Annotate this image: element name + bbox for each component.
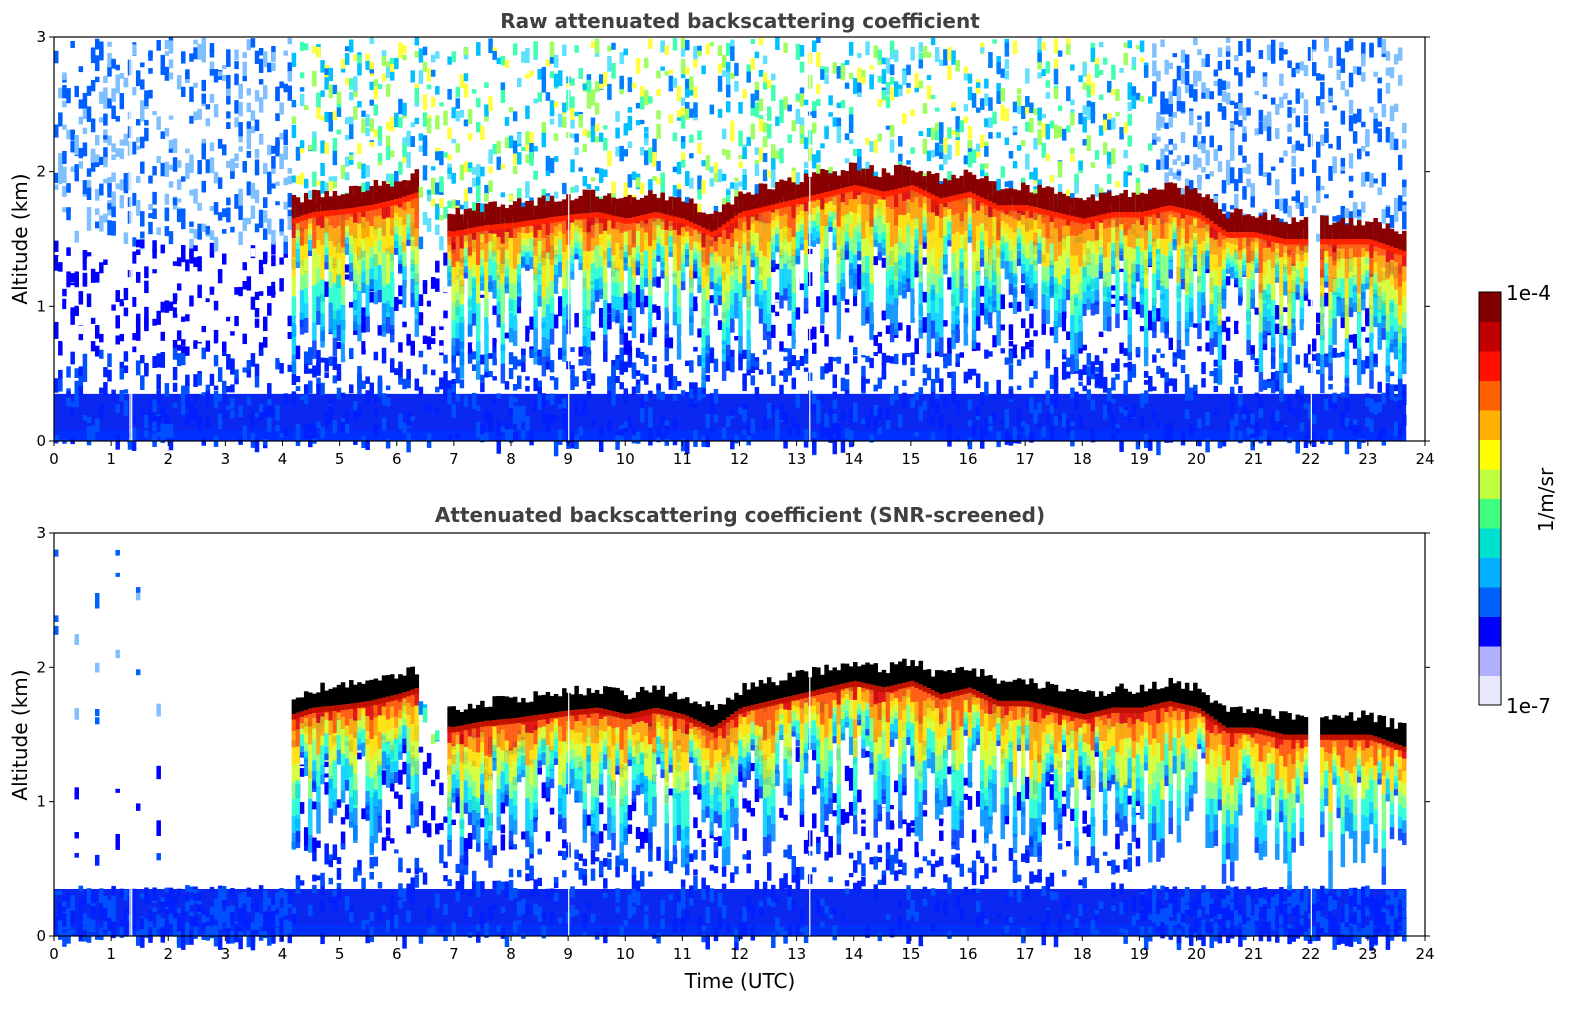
- x-tick-label: 22: [1301, 450, 1320, 468]
- x-tick-label: 24: [1415, 450, 1434, 468]
- x-tick-label: 5: [335, 945, 345, 963]
- colorbar-segment: [1479, 410, 1501, 440]
- y-axis-label: Altitude (km): [8, 173, 32, 304]
- colorbar-unit-label: 1/m/sr: [1534, 467, 1558, 532]
- x-tick-label: 7: [449, 945, 459, 963]
- x-tick-label: 19: [1130, 945, 1149, 963]
- y-tick-label: 0: [36, 927, 46, 945]
- x-tick-label: 17: [1016, 450, 1035, 468]
- x-tick-label: 5: [335, 450, 345, 468]
- x-tick-label: 3: [221, 450, 231, 468]
- x-axis-label: Time (UTC): [684, 969, 796, 993]
- colorbar-segment: [1479, 351, 1501, 381]
- panel-title-raw: Raw attenuated backscattering coefficien…: [500, 9, 980, 33]
- x-tick-label: 15: [901, 945, 920, 963]
- x-tick-label: 19: [1130, 450, 1149, 468]
- x-tick-label: 23: [1358, 945, 1377, 963]
- panel-raw: Raw attenuated backscattering coefficien…: [8, 9, 1435, 468]
- x-tick-label: 12: [730, 450, 749, 468]
- x-tick-label: 9: [563, 450, 573, 468]
- x-tick-label: 7: [449, 450, 459, 468]
- x-tick-label: 18: [1073, 945, 1092, 963]
- x-tick-label: 18: [1073, 450, 1092, 468]
- x-tick-label: 16: [958, 945, 977, 963]
- colorbar-segment: [1479, 439, 1501, 470]
- colorbar-min-label: 1e-7: [1506, 694, 1551, 718]
- colorbar-segment: [1479, 587, 1501, 617]
- x-tick-label: 4: [278, 945, 288, 963]
- colorbar-segment: [1479, 557, 1501, 588]
- x-tick-label: 13: [787, 945, 806, 963]
- x-tick-label: 1: [106, 945, 116, 963]
- x-tick-label: 9: [563, 945, 573, 963]
- x-tick-label: 22: [1301, 945, 1320, 963]
- x-tick-label: 11: [673, 945, 692, 963]
- colorbar-segment: [1479, 380, 1501, 411]
- y-tick-label: 3: [36, 28, 46, 46]
- x-tick-label: 8: [506, 450, 516, 468]
- colorbar-segment: [1479, 616, 1501, 647]
- x-tick-label: 3: [221, 945, 231, 963]
- x-tick-label: 10: [616, 450, 635, 468]
- colorbar-segment: [1479, 528, 1501, 558]
- x-tick-label: 4: [278, 450, 288, 468]
- x-tick-label: 1: [106, 450, 116, 468]
- y-axis-ticks: 0 1 2 3: [36, 28, 1430, 450]
- x-tick-label: 20: [1187, 450, 1206, 468]
- x-tick-label: 16: [958, 450, 977, 468]
- x-tick-label: 10: [616, 945, 635, 963]
- colorbar-segment: [1479, 292, 1501, 322]
- colorbar-frame: [1478, 291, 1502, 706]
- x-tick-label: 23: [1358, 450, 1377, 468]
- colorbar-segment: [1479, 321, 1501, 352]
- x-tick-label: 21: [1244, 450, 1263, 468]
- y-tick-label: 2: [36, 163, 46, 181]
- x-tick-label: 8: [506, 945, 516, 963]
- x-tick-label: 17: [1016, 945, 1035, 963]
- y-tick-label: 1: [36, 793, 46, 811]
- x-tick-label: 21: [1244, 945, 1263, 963]
- y-axis-label: Altitude (km): [8, 669, 32, 800]
- colorbar-max-label: 1e-4: [1506, 281, 1551, 305]
- y-axis-ticks: 0 1 2 3: [36, 524, 1430, 945]
- colorbar-segment: [1479, 498, 1501, 529]
- colorbar-segment: [1479, 675, 1501, 706]
- x-tick-label: 24: [1415, 945, 1434, 963]
- x-tick-label: 0: [49, 450, 59, 468]
- x-axis-ticks: 0 1 2 3 4 5 6 7 8 9 10 11 12 13 14 15 16 17 18 19 20 21 22 23 24: [49, 936, 1435, 963]
- x-tick-label: 12: [730, 945, 749, 963]
- panel-snr-screened: Attenuated backscattering coefficient (S…: [8, 503, 1435, 993]
- x-tick-label: 14: [844, 945, 863, 963]
- x-tick-label: 2: [163, 945, 173, 963]
- x-tick-label: 20: [1187, 945, 1206, 963]
- y-tick-label: 3: [36, 524, 46, 542]
- y-tick-label: 2: [36, 658, 46, 676]
- x-tick-label: 14: [844, 450, 863, 468]
- x-tick-label: 15: [901, 450, 920, 468]
- x-tick-label: 6: [392, 945, 402, 963]
- x-tick-label: 11: [673, 450, 692, 468]
- panel-title-snr: Attenuated backscattering coefficient (S…: [435, 503, 1045, 527]
- colorbar-segment: [1479, 646, 1501, 676]
- colorbar: 1e-4 1e-7 1/m/sr: [1478, 281, 1558, 718]
- y-tick-label: 0: [36, 432, 46, 450]
- raw-heatmap-plot: [54, 37, 1425, 457]
- x-tick-label: 13: [787, 450, 806, 468]
- x-tick-label: 6: [392, 450, 402, 468]
- y-tick-label: 1: [36, 297, 46, 315]
- colorbar-segment: [1479, 469, 1501, 499]
- x-tick-label: 2: [163, 450, 173, 468]
- x-axis-ticks: 0 1 2 3 4 5 6 7 8 9 10 11 12 13 14 15 16 17 18 19 20 21 22 23 24: [49, 441, 1435, 468]
- x-tick-label: 0: [49, 945, 59, 963]
- snr-heatmap-plot: [54, 533, 1425, 951]
